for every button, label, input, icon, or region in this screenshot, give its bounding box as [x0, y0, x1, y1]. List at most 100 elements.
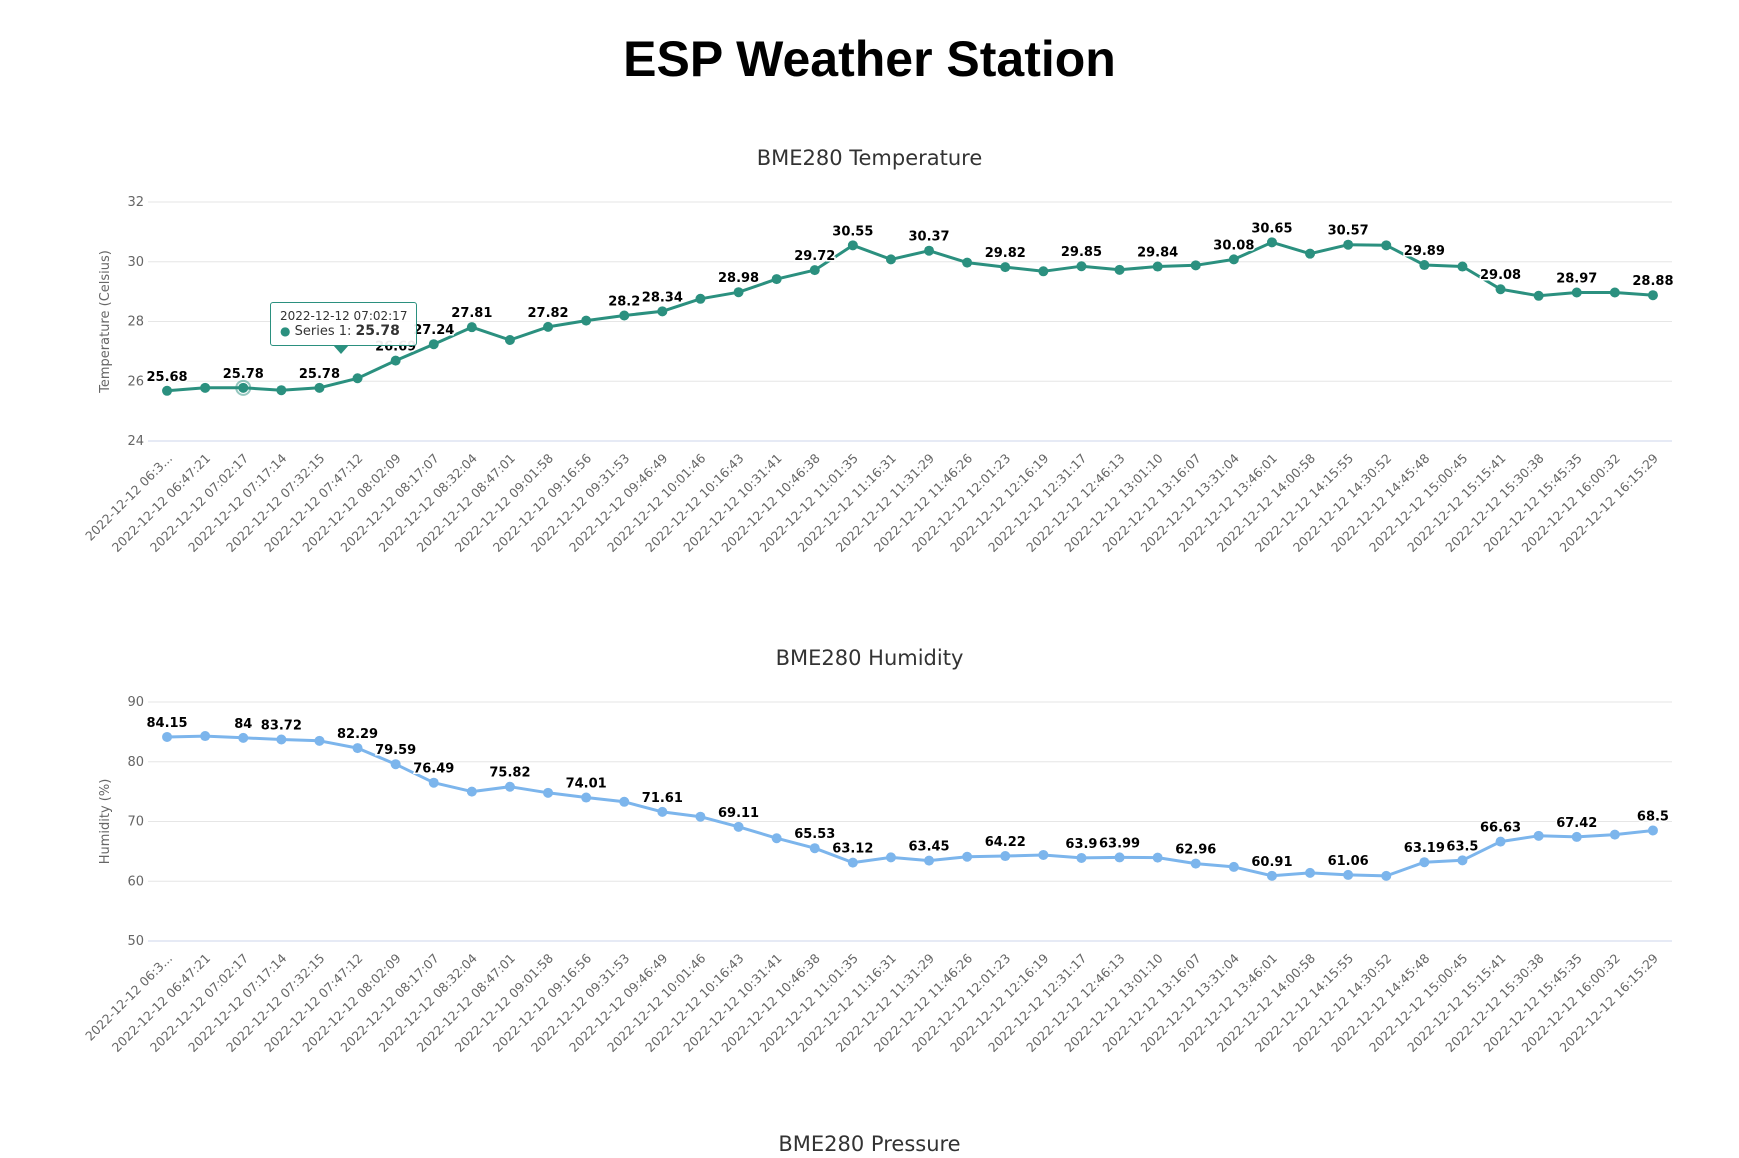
data-point: [1305, 867, 1316, 878]
data-point: [1571, 831, 1582, 842]
data-label: 28.98: [718, 271, 759, 286]
data-point: [1495, 284, 1506, 295]
data-point: [1000, 851, 1011, 862]
data-label: 63.19: [1404, 841, 1445, 856]
data-point: [847, 240, 858, 251]
data-label: 30.37: [908, 230, 949, 245]
data-point: [1457, 261, 1468, 272]
y-tick-label: 50: [127, 934, 144, 949]
data-point: [924, 245, 935, 256]
data-point: [962, 257, 973, 268]
chart-tooltip: 2022-12-12 07:02:17 ● Series 1: 25.78: [270, 302, 418, 354]
data-point: [543, 321, 554, 332]
data-point: [466, 322, 477, 333]
data-point: [1190, 858, 1201, 869]
data-label: 71.61: [642, 791, 683, 806]
data-label: 63.12: [832, 842, 873, 857]
data-point: [314, 382, 325, 393]
data-point: [695, 293, 706, 304]
data-label: 69.11: [718, 806, 759, 821]
tooltip-series-label: Series 1:: [294, 324, 356, 339]
y-tick-label: 28: [127, 315, 144, 330]
data-label: 63.99: [1099, 836, 1140, 851]
temperature-chart-title: BME280 Temperature: [756, 146, 983, 170]
data-point: [619, 310, 630, 321]
data-point: [1343, 869, 1354, 880]
data-label: 64.22: [985, 835, 1026, 850]
y-tick-label: 60: [127, 874, 144, 889]
data-point: [1533, 290, 1544, 301]
data-point: [162, 731, 173, 742]
data-label: 28.34: [642, 290, 683, 305]
data-point: [1419, 857, 1430, 868]
data-label: 63.9: [1065, 837, 1097, 852]
data-point: [1609, 829, 1620, 840]
data-label: 28.97: [1556, 272, 1597, 287]
data-point: [1305, 248, 1316, 259]
data-label: 82.29: [337, 727, 378, 742]
data-label: 66.63: [1480, 821, 1521, 836]
data-label: 30.57: [1328, 224, 1369, 239]
data-point: [1152, 261, 1163, 272]
data-label: 62.96: [1175, 843, 1216, 858]
data-label: 65.53: [794, 827, 835, 842]
pressure-chart-title: BME280 Pressure: [778, 1132, 961, 1156]
data-label: 83.72: [261, 719, 302, 734]
tooltip-value: 25.78: [355, 323, 400, 339]
data-point: [847, 857, 858, 868]
data-label: 84: [234, 717, 252, 732]
data-point: [238, 732, 249, 743]
data-point: [962, 851, 973, 862]
data-point: [885, 852, 896, 863]
y-tick-label: 30: [127, 255, 144, 270]
data-label: 29.85: [1061, 245, 1102, 260]
data-point: [885, 254, 896, 265]
data-point: [1381, 240, 1392, 251]
data-label: 27.82: [527, 306, 568, 321]
data-point: [276, 385, 287, 396]
data-point: [771, 833, 782, 844]
data-point: [1419, 260, 1430, 271]
data-point: [657, 306, 668, 317]
data-point: [695, 811, 706, 822]
data-point: [1609, 287, 1620, 298]
data-point: [1647, 290, 1658, 301]
data-point: [771, 274, 782, 285]
data-point: [428, 339, 439, 350]
y-tick-label: 80: [127, 755, 144, 770]
data-point: [200, 382, 211, 393]
page-title: ESP Weather Station: [623, 31, 1116, 87]
data-label: 29.89: [1404, 244, 1445, 259]
data-point: [657, 806, 668, 817]
data-point: [466, 786, 477, 797]
data-label: 29.82: [985, 246, 1026, 261]
y-axis-title: Temperature (Celsius): [98, 250, 113, 394]
data-point: [1571, 287, 1582, 298]
data-label: 84.15: [146, 716, 187, 731]
data-label: 25.78: [299, 367, 340, 382]
data-label: 76.49: [413, 762, 454, 777]
data-point: [924, 855, 935, 866]
data-point: [504, 781, 515, 792]
data-point: [1533, 830, 1544, 841]
data-point: [504, 335, 515, 346]
data-point: [390, 355, 401, 366]
data-point: [733, 287, 744, 298]
data-point: [733, 821, 744, 832]
humidity-chart-title: BME280 Humidity: [775, 646, 964, 670]
hover-marker: [235, 379, 252, 396]
data-point: [1266, 870, 1277, 881]
data-point: [1266, 237, 1277, 248]
data-label: 29.84: [1137, 246, 1178, 261]
data-point: [390, 759, 401, 770]
data-point: [581, 792, 592, 803]
y-tick-label: 24: [127, 434, 144, 449]
data-label: 27.24: [413, 323, 454, 338]
data-point: [1190, 260, 1201, 271]
data-point: [314, 735, 325, 746]
data-label: 67.42: [1556, 816, 1597, 831]
data-point: [543, 787, 554, 798]
data-point: [1152, 852, 1163, 863]
tooltip-series-dot-icon: ●: [280, 324, 291, 338]
y-tick-label: 26: [127, 374, 144, 389]
